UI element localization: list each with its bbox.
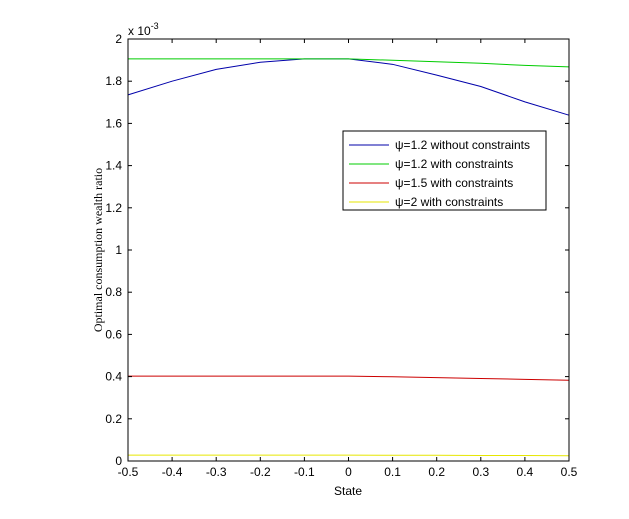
- legend-label: ψ=2 with constraints: [395, 195, 503, 209]
- series-line: [128, 375, 570, 381]
- x-tick-label: -0.2: [250, 465, 271, 479]
- y-tick-label: 0.6: [105, 327, 122, 341]
- y-tick-label: 0.2: [105, 412, 122, 426]
- y-tick-label: 2: [115, 32, 122, 46]
- legend-label: ψ=1.2 without constraints: [395, 138, 530, 152]
- y-tick-label: 1: [115, 243, 122, 257]
- ticks-layer: -0.5 -0.4 -0.3 -0.2 -0.1 0 0.1 0.2 0.3 0.4 0.5 0 0.2…: [105, 32, 577, 479]
- y-tick-label: 1.4: [105, 159, 122, 173]
- exponent-base: x 10: [128, 24, 151, 38]
- y-tick-label: 0.8: [105, 285, 122, 299]
- y-axis-label: Optimal consumption wealth ratio: [91, 168, 105, 332]
- legend-label: ψ=1.2 with constraints: [395, 157, 513, 171]
- x-tick-label: 0.2: [428, 465, 445, 479]
- y-tick-label: 1.6: [105, 116, 122, 130]
- x-tick-label: 0.1: [384, 465, 401, 479]
- x-tick-label: 0.5: [561, 465, 578, 479]
- series-line: [128, 454, 570, 457]
- y-tick-label: 0: [115, 454, 122, 468]
- x-tick-label: -0.5: [118, 465, 139, 479]
- series-line: [128, 58, 570, 68]
- y-tick-label: 0.4: [105, 370, 122, 384]
- x-tick-label: 0.4: [517, 465, 534, 479]
- x-tick-label: -0.1: [294, 465, 315, 479]
- x-axis-label: State: [334, 484, 362, 498]
- legend-label: ψ=1.5 with constraints: [395, 176, 513, 190]
- legend-box: [342, 130, 547, 211]
- x-tick-label: 0: [345, 465, 352, 479]
- exponent-label: x 10-3: [128, 21, 159, 38]
- legend-items: ψ=1.2 without constraints ψ=1.2 with cons…: [349, 138, 530, 209]
- plot-area: [128, 39, 569, 461]
- exponent-power: -3: [151, 21, 159, 31]
- y-tick-label: 1.8: [105, 74, 122, 88]
- legend: ψ=1.2 without constraints ψ=1.2 with cons…: [342, 130, 547, 211]
- x-tick-label: -0.3: [206, 465, 227, 479]
- x-tick-label: 0.3: [472, 465, 489, 479]
- y-tick-label: 1.2: [105, 201, 122, 215]
- x-tick-label: -0.4: [162, 465, 183, 479]
- series-layer: [127, 58, 570, 457]
